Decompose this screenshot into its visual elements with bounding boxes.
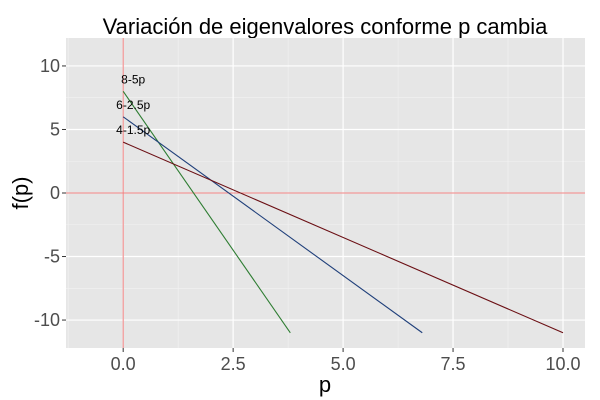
- x-axis-title: p: [319, 372, 331, 397]
- y-tick-label: -10: [34, 310, 60, 330]
- series-label-3: 4-1.5p: [116, 123, 150, 137]
- x-axis-ticks: 0.0 2.5 5.0 7.5 10.0: [111, 348, 581, 374]
- reference-lines: [66, 38, 585, 348]
- series-labels: 8-5p 6-2.5p 4-1.5p: [116, 72, 150, 137]
- y-tick-label: -5: [44, 247, 60, 267]
- y-tick-label: 10: [40, 56, 60, 76]
- series-label-1: 8-5p: [121, 72, 145, 86]
- series-line-1: [122, 91, 291, 334]
- x-tick-label: 7.5: [441, 354, 466, 374]
- chart-title: Variación de eigenvalores conforme p cam…: [103, 14, 548, 39]
- x-tick-label: 5.0: [331, 354, 356, 374]
- x-tick-label: 2.5: [221, 354, 246, 374]
- x-tick-label: 0.0: [111, 354, 136, 374]
- y-axis-ticks: 10 5 0 -5 -10: [34, 56, 66, 330]
- y-axis-title: f(p): [8, 177, 33, 210]
- series-line-3: [122, 141, 564, 334]
- series-label-2: 6-2.5p: [116, 98, 150, 112]
- y-tick-label: 5: [50, 119, 60, 139]
- x-tick-label: 10.0: [545, 354, 580, 374]
- series-line-2: [122, 116, 423, 334]
- series-lines: [122, 91, 564, 334]
- y-tick-label: 0: [50, 183, 60, 203]
